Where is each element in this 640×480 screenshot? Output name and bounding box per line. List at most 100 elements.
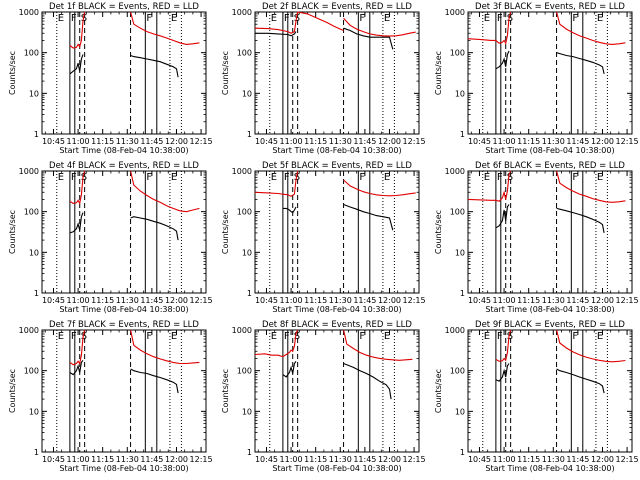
y-tick-label: 100: [24, 208, 39, 217]
marker-label: E: [597, 331, 603, 342]
y-axis-label: Counts/sec: [434, 210, 443, 254]
plot-frame: [41, 11, 207, 135]
panel-title: Det 7f BLACK = Events, RED = LLD: [49, 320, 199, 330]
x-tick-label: 12:15: [403, 137, 426, 146]
marker-label: F: [359, 331, 365, 342]
marker-label: E: [484, 13, 490, 24]
marker-label: E: [597, 13, 603, 24]
y-axis-label: Counts/sec: [434, 369, 443, 413]
series-line-lld: [343, 179, 416, 197]
marker-label: F: [146, 331, 152, 342]
panel-7: Det 7f BLACK = Events, RED = LLD 1 10 100 10…: [8, 320, 213, 473]
marker-label: F: [71, 331, 77, 342]
x-tick-label: 10:45: [255, 455, 278, 464]
marker-label: E: [597, 172, 603, 183]
x-tick-label: 11:15: [517, 296, 540, 305]
y-tick-label: 100: [24, 49, 39, 58]
x-tick-label: 11:15: [304, 455, 327, 464]
series-line-lld: [69, 11, 86, 49]
marker-label: E: [384, 172, 390, 183]
series-line-events: [556, 368, 605, 394]
plot-frame: [467, 329, 633, 453]
x-tick-label: 11:30: [329, 296, 352, 305]
panel-3: Det 3f BLACK = Events, RED = LLD 1 10 100 10…: [434, 2, 639, 155]
x-tick-label: 11:15: [91, 296, 114, 305]
marker-label: F: [284, 331, 290, 342]
series-line-lld: [556, 11, 626, 45]
y-tick-label: 100: [237, 208, 252, 217]
marker-label: E: [58, 172, 64, 183]
y-tick-label: 10: [242, 89, 252, 98]
x-tick-label: 11:30: [116, 455, 139, 464]
marker-label: S: [507, 172, 513, 183]
y-tick-label: 10: [29, 248, 39, 257]
x-tick-label: 10:45: [42, 137, 65, 146]
y-tick-label: 1: [34, 130, 39, 139]
x-axis-label: Start Time (08-Feb-04 10:38:00): [59, 305, 188, 314]
y-axis-label: Counts/sec: [8, 210, 17, 254]
x-tick-label: 11:15: [517, 137, 540, 146]
x-tick-label: 12:00: [591, 137, 614, 146]
panel-title: Det 2f BLACK = Events, RED = LLD: [262, 2, 412, 12]
marker-label: S: [507, 331, 513, 342]
x-axis-label: Start Time (08-Feb-04 10:38:00): [59, 146, 188, 155]
y-tick-label: 1000: [19, 8, 39, 17]
marker-label: F: [497, 172, 503, 183]
y-tick-label: 10: [242, 248, 252, 257]
marker-label: F: [497, 13, 503, 24]
x-axis-label: Start Time (08-Feb-04 10:38:00): [485, 305, 614, 314]
plot-frame: [467, 11, 633, 135]
plot-frame: [467, 170, 633, 294]
x-tick-label: 11:30: [542, 455, 565, 464]
marker-label: E: [271, 13, 277, 24]
x-tick-label: 10:45: [468, 455, 491, 464]
series-line-events: [255, 31, 297, 37]
marker-label: F: [284, 172, 290, 183]
series-line-events: [495, 204, 510, 229]
x-tick-label: 11:15: [304, 296, 327, 305]
x-tick-label: 11:45: [140, 455, 163, 464]
panel-title: Det 5f BLACK = Events, RED = LLD: [262, 161, 412, 171]
panel-8: Det 8f BLACK = Events, RED = LLD 1 10 100 10…: [221, 320, 426, 473]
y-tick-label: 1: [247, 448, 252, 457]
x-axis-label: Start Time (08-Feb-04 10:38:00): [485, 464, 614, 473]
plot-frame: [254, 170, 420, 294]
x-tick-label: 12:15: [616, 455, 639, 464]
panel-title: Det 4f BLACK = Events, RED = LLD: [49, 161, 199, 171]
x-tick-label: 11:00: [67, 296, 90, 305]
series-line-lld: [343, 329, 413, 361]
marker-label: E: [484, 172, 490, 183]
y-tick-label: 1: [34, 289, 39, 298]
y-tick-label: 1: [247, 130, 252, 139]
marker-label: F: [71, 172, 77, 183]
y-tick-label: 10: [455, 407, 465, 416]
series-line-lld: [254, 11, 299, 34]
series-line-lld: [495, 329, 512, 362]
x-axis-label: Start Time (08-Feb-04 10:38:00): [272, 464, 401, 473]
y-axis-label: Counts/sec: [221, 51, 230, 95]
x-tick-label: 12:00: [591, 455, 614, 464]
series-line-events: [69, 359, 84, 376]
series-line-events: [69, 212, 84, 234]
marker-label: F: [359, 172, 365, 183]
y-tick-label: 1000: [232, 8, 252, 17]
x-tick-label: 11:00: [280, 296, 303, 305]
series-line-events: [130, 368, 179, 394]
marker-label: E: [384, 13, 390, 24]
panel-9: Det 9f BLACK = Events, RED = LLD 1 10 100 10…: [434, 320, 639, 473]
panel-2: Det 2f BLACK = Events, RED = LLD 1 10 100 10…: [221, 2, 426, 155]
x-tick-label: 11:15: [91, 455, 114, 464]
y-tick-label: 1: [460, 130, 465, 139]
y-tick-label: 100: [450, 208, 465, 217]
series-line-lld: [69, 170, 86, 206]
marker-label: E: [58, 331, 64, 342]
x-tick-label: 12:00: [165, 296, 188, 305]
y-tick-label: 1000: [445, 167, 465, 176]
y-tick-label: 1000: [445, 326, 465, 335]
x-tick-label: 12:15: [403, 296, 426, 305]
plot-frame: [41, 170, 207, 294]
series-line-events: [556, 207, 605, 234]
y-tick-label: 1: [460, 289, 465, 298]
marker-label: E: [171, 331, 177, 342]
